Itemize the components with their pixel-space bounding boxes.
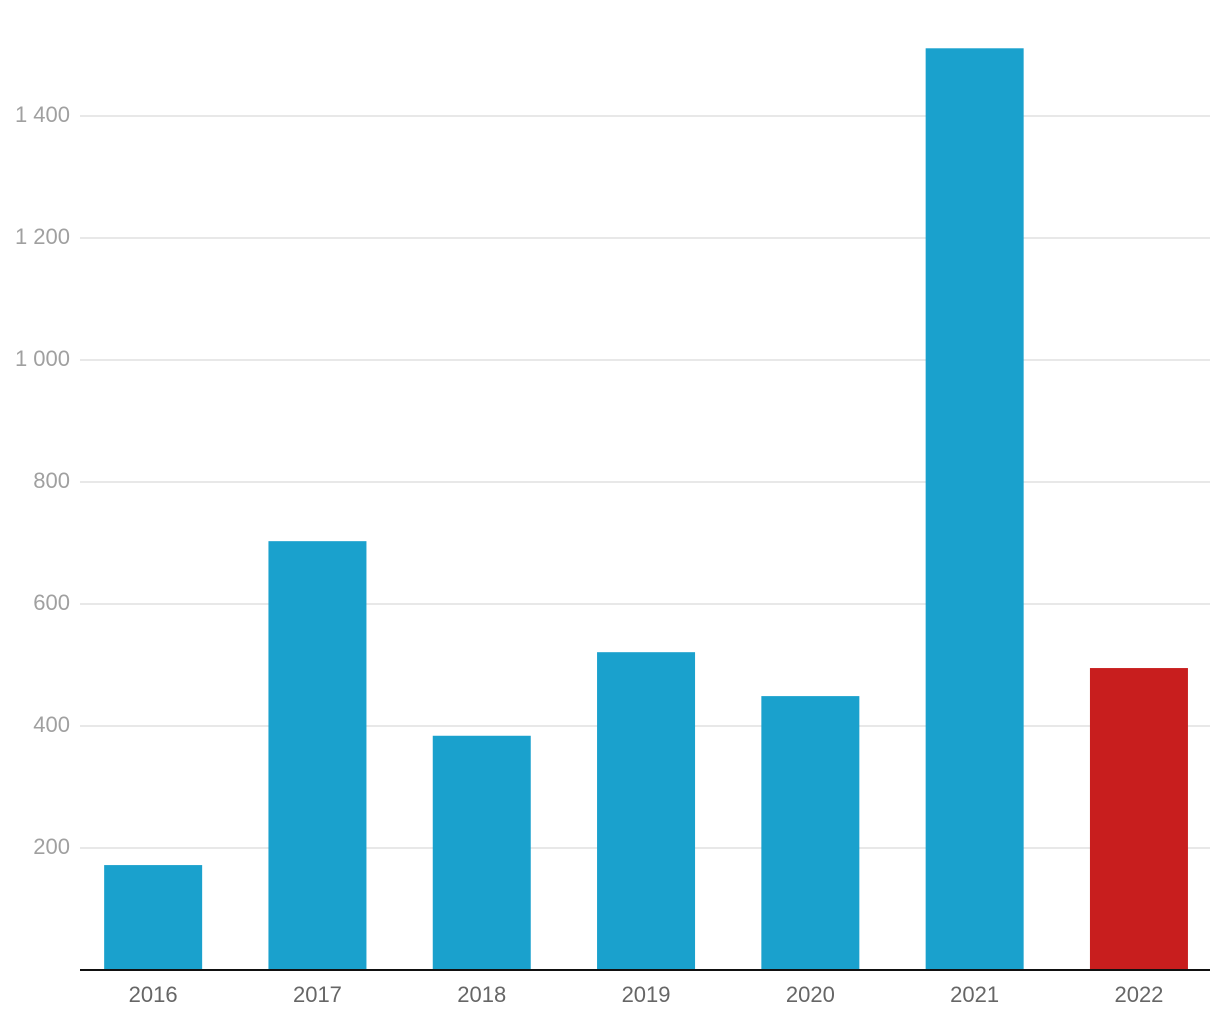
x-tick-label: 2016: [129, 982, 178, 1007]
bar: [1089, 668, 1188, 970]
bar: [268, 541, 367, 970]
x-tick-label: 2017: [293, 982, 342, 1007]
x-tick-label: 2022: [1114, 982, 1163, 1007]
y-tick-label: 400: [33, 712, 70, 737]
bar: [432, 735, 531, 970]
y-tick-label: 1 200: [15, 224, 70, 249]
y-tick-label: 600: [33, 590, 70, 615]
y-tick-label: 1 000: [15, 346, 70, 371]
y-tick-label: 800: [33, 468, 70, 493]
x-tick-label: 2018: [457, 982, 506, 1007]
x-tick-label: 2020: [786, 982, 835, 1007]
bar: [104, 865, 203, 970]
bar: [761, 696, 860, 970]
y-tick-label: 200: [33, 834, 70, 859]
bar: [597, 652, 696, 970]
y-tick-label: 1 400: [15, 102, 70, 127]
x-tick-label: 2019: [622, 982, 671, 1007]
x-tick-label: 2021: [950, 982, 999, 1007]
bar: [925, 48, 1024, 971]
